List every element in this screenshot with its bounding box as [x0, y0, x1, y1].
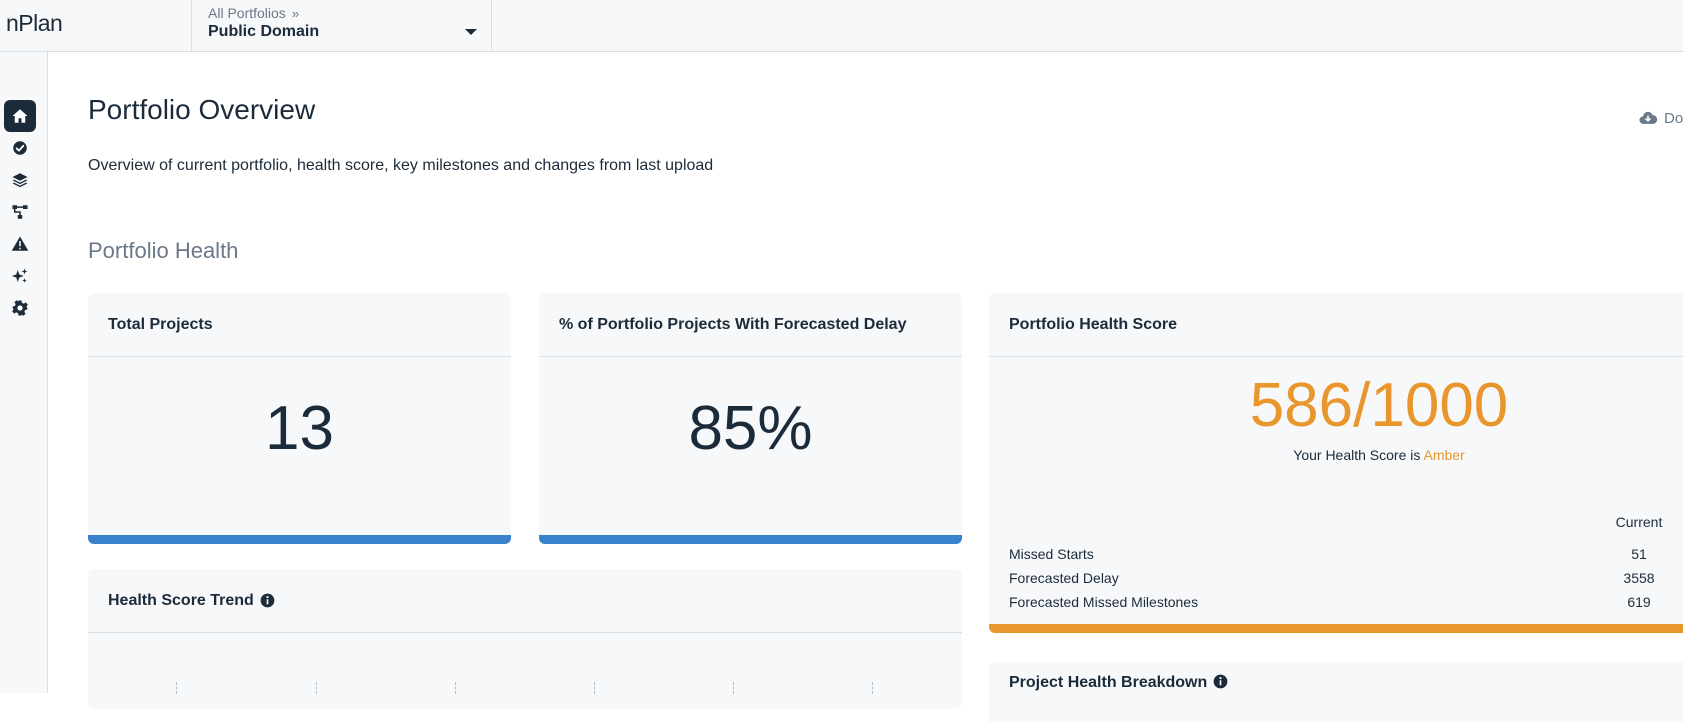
info-icon[interactable] — [1213, 674, 1228, 689]
chart-gridline — [872, 682, 873, 694]
health-score-caption-prefix: Your Health Score is — [1293, 447, 1421, 463]
card-title: Health Score Trend — [88, 569, 962, 633]
health-score-value: 586/1000 — [1249, 371, 1509, 440]
selected-portfolio[interactable]: Public Domain — [208, 23, 320, 40]
layers-icon — [12, 173, 28, 188]
page-subtitle: Overview of current portfolio, health sc… — [88, 157, 714, 174]
breadcrumb-all-portfolios[interactable]: All Portfolios — [208, 5, 286, 21]
hierarchy-icon — [12, 205, 28, 219]
divider — [191, 0, 192, 52]
check-circle-icon — [13, 141, 27, 155]
sparkles-icon — [11, 268, 28, 283]
forecasted-delay-card: % of Portfolio Projects With Forecasted … — [539, 293, 962, 544]
top-bar: nPlan All Portfolios » Public Domain — [0, 0, 1683, 52]
total-projects-value: 13 — [265, 394, 334, 463]
main-content: Portfolio Overview Overview of current p… — [48, 52, 1683, 722]
page-title: Portfolio Overview — [88, 94, 316, 125]
health-score-trend-card: Health Score Trend — [88, 569, 962, 709]
metric-label: Missed Starts — [1009, 546, 1094, 562]
metric-label: Forecasted Delay — [1009, 570, 1119, 586]
project-health-breakdown-card: Project Health Breakdown — [989, 662, 1683, 722]
sidebar-item-layers[interactable] — [4, 164, 36, 196]
nplan-logo[interactable]: nPlan — [6, 10, 63, 36]
sidebar — [0, 52, 48, 693]
sidebar-item-hierarchy[interactable] — [4, 196, 36, 228]
gear-icon — [12, 300, 28, 316]
metric-label: Forecasted Missed Milestones — [1009, 594, 1199, 610]
card-title: Portfolio Health Score — [989, 293, 1683, 357]
breadcrumb[interactable]: All Portfolios » — [208, 5, 299, 21]
card-accent-bar — [88, 535, 511, 544]
card-title: Total Projects — [88, 293, 511, 357]
warning-icon — [11, 236, 29, 251]
metric-value: 3558 — [1623, 570, 1655, 586]
sidebar-item-risks[interactable] — [4, 228, 36, 260]
chart-gridline — [594, 682, 595, 694]
section-title-portfolio-health: Portfolio Health — [88, 238, 239, 263]
sidebar-item-tasks[interactable] — [4, 132, 36, 164]
chart-gridline — [455, 682, 456, 694]
download-label: Do — [1664, 109, 1683, 127]
metric-value: 619 — [1627, 594, 1651, 610]
health-score-caption: Your Health Score is Amber — [989, 447, 1683, 463]
caret-down-icon[interactable] — [465, 29, 477, 35]
sidebar-item-settings[interactable] — [4, 292, 36, 324]
download-button[interactable]: Do — [1638, 108, 1683, 128]
sidebar-item-home[interactable] — [4, 100, 36, 132]
health-score-status: Amber — [1423, 447, 1465, 463]
cloud-download-icon — [1639, 111, 1658, 124]
sidebar-item-insights[interactable] — [4, 260, 36, 292]
card-title-text: Health Score Trend — [108, 591, 254, 609]
chart-gridline — [176, 682, 177, 694]
card-accent-bar — [989, 624, 1683, 633]
card-accent-bar — [539, 535, 962, 544]
metrics-column-header: Current — [1615, 514, 1663, 530]
forecasted-delay-value: 85% — [688, 394, 813, 463]
portfolio-selector[interactable]: All Portfolios » Public Domain — [192, 0, 492, 52]
total-projects-card: Total Projects 13 — [88, 293, 511, 544]
card-title: % of Portfolio Projects With Forecasted … — [539, 293, 962, 357]
info-icon[interactable] — [260, 593, 275, 608]
breadcrumb-separator-icon: » — [291, 6, 300, 21]
card-title-text: Project Health Breakdown — [1009, 674, 1208, 691]
chart-gridline — [316, 682, 317, 694]
health-score-card: Portfolio Health Score 586/1000 Your Hea… — [989, 293, 1683, 633]
chart-gridline — [733, 682, 734, 694]
card-title: Project Health Breakdown — [989, 662, 1683, 722]
metric-value: 51 — [1631, 546, 1647, 562]
home-icon — [12, 109, 28, 123]
